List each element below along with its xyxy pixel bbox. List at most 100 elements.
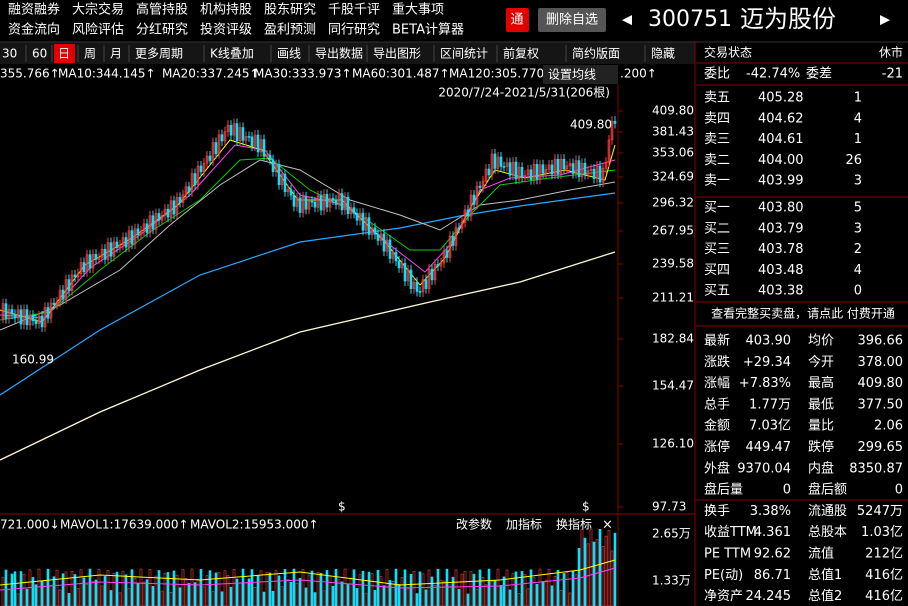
candle-body	[418, 291, 422, 293]
toolbar-item[interactable]: 更多周期	[135, 47, 183, 61]
candle-body	[121, 237, 125, 246]
candle-body	[280, 174, 284, 185]
volume-bar	[481, 577, 485, 606]
toolbar-item[interactable]: 日	[58, 47, 70, 61]
book-price: 403.99	[758, 174, 804, 189]
vol-button[interactable]: 改参数	[456, 517, 492, 532]
toolbar-item[interactable]: 导出图形	[373, 47, 421, 61]
menu-item[interactable]: 股东研究	[264, 3, 316, 18]
volume-bar	[1, 576, 5, 606]
volume-bar	[250, 569, 254, 606]
toolbar-item[interactable]: 60	[32, 47, 47, 61]
toolbar-item[interactable]: 隐藏	[651, 47, 675, 61]
volume-bar	[199, 569, 203, 606]
volume-bar	[334, 568, 338, 606]
candle-body	[427, 268, 431, 289]
stock-code: 300751	[648, 7, 732, 32]
menu-item[interactable]: 大宗交易	[72, 2, 124, 18]
price-label: 126.10	[652, 437, 694, 451]
volume-bar	[142, 581, 146, 606]
candle-body	[571, 163, 575, 174]
book-price: 403.38	[758, 284, 804, 299]
menu-item[interactable]: 高管持股	[136, 2, 188, 18]
candle-body	[196, 165, 200, 186]
quote-value: 3.38%	[750, 504, 791, 519]
quote-value: +7.83%	[739, 376, 791, 391]
volume-bar	[160, 590, 164, 606]
volume-area	[0, 528, 617, 606]
menu-item[interactable]: 风险评估	[72, 23, 124, 38]
menu-item[interactable]: 盈利预测	[264, 23, 316, 38]
active-tab	[54, 44, 75, 63]
toolbar-item[interactable]: 导出数据	[315, 46, 363, 61]
volume-bar	[85, 583, 89, 606]
volume-bar	[304, 587, 308, 606]
candle-body	[64, 279, 68, 300]
ma-legend: MA20:337.245↑	[162, 67, 260, 81]
volume-bar	[307, 574, 311, 606]
candle-body	[28, 314, 32, 326]
vol-button[interactable]: 加指标	[506, 517, 542, 532]
candle-body	[61, 289, 65, 300]
quote-label: 今开	[808, 354, 834, 370]
menu-item[interactable]: 融资融券	[8, 2, 60, 18]
candle-body	[190, 173, 194, 193]
notice[interactable]: 查看完整买卖盘，请点此 付费开通	[711, 306, 895, 321]
toolbar-item[interactable]: 区间统计	[440, 47, 488, 61]
vol-legend: MAVOL2:15953.000↑	[190, 518, 319, 532]
vol-legend: 721.000↓	[0, 518, 60, 532]
volume-bar	[313, 592, 317, 606]
volume-bar	[268, 572, 272, 606]
price-label: 97.73	[652, 500, 686, 514]
candle-body	[448, 235, 452, 258]
candle-body	[46, 307, 50, 319]
candle-body	[49, 302, 53, 319]
book-price: 404.00	[758, 153, 804, 168]
menu-item[interactable]: 资金流向	[8, 22, 60, 38]
candle-body	[118, 244, 122, 249]
menu-item[interactable]: 机构持股	[200, 3, 252, 18]
volume-bar	[277, 575, 281, 606]
ma-settings[interactable]: 设置均线	[548, 68, 596, 82]
candle-body	[481, 180, 485, 188]
menu-item[interactable]: 重大事项	[392, 2, 444, 18]
volume-bar	[529, 569, 533, 606]
next-button[interactable]: ▶	[880, 13, 890, 28]
diff-value: -21	[882, 67, 903, 82]
menu-item[interactable]: BETA计算器	[392, 23, 464, 38]
book-price: 404.62	[758, 111, 804, 126]
book-price: 403.78	[758, 242, 804, 257]
menu-item[interactable]: 同行研究	[328, 23, 380, 38]
badge[interactable]: 通	[510, 13, 523, 28]
toolbar-item[interactable]: 简约版面	[572, 46, 620, 61]
candle-body	[133, 228, 137, 245]
quote-value: 5247万	[857, 504, 903, 519]
menu-item[interactable]: 投资评级	[200, 22, 252, 38]
toolbar-item[interactable]: 周	[84, 47, 96, 61]
toolbar-item[interactable]: 前复权	[503, 46, 539, 61]
menu-item[interactable]: 分红研究	[136, 22, 188, 38]
toolbar-item[interactable]: 画线	[277, 47, 301, 61]
volume-bar	[487, 568, 491, 606]
remove-button[interactable]: 删除自选	[546, 13, 598, 28]
candle-body	[247, 136, 251, 138]
book-label: 买一	[704, 201, 730, 216]
candle-body	[301, 196, 305, 213]
volume-bar	[130, 569, 134, 606]
menu-item[interactable]: 千股千评	[328, 3, 380, 18]
candle-body	[562, 158, 566, 170]
candle-body	[160, 215, 164, 221]
book-volume: 3	[854, 221, 862, 236]
toolbar-item[interactable]: 月	[110, 47, 122, 61]
vol-close[interactable]: ×	[602, 518, 613, 533]
vol-button[interactable]: 换指标	[556, 517, 592, 532]
volume-bar	[610, 550, 614, 606]
candle-body	[496, 156, 500, 169]
quote-label: 净资产	[704, 589, 743, 604]
candle-body	[406, 269, 410, 282]
candle-body	[109, 242, 113, 257]
prev-button[interactable]: ◀	[622, 13, 632, 28]
toolbar-item[interactable]: K线叠加	[210, 47, 254, 61]
toolbar-item[interactable]: 30	[2, 47, 17, 61]
